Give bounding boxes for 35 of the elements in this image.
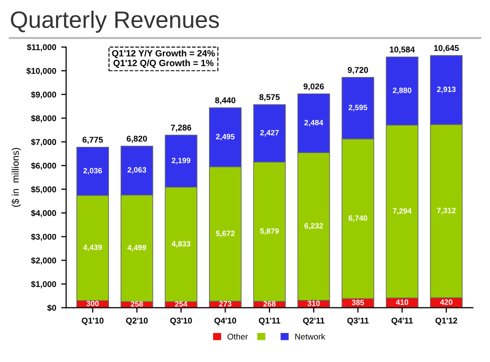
x-tick-label: Q3'11 (347, 318, 369, 326)
y-tick-label: $10,000 (26, 68, 56, 76)
legend-label: Network (295, 333, 326, 340)
total-label: 6,775 (82, 136, 103, 144)
x-tick-label: Q2'11 (303, 318, 324, 326)
annotation: Q1'12 Y/Y Growth = 24% Q1'12 Q/Q Growth = 1% (112, 50, 215, 68)
y-tick-label: $4,000 (31, 210, 56, 218)
y-tick-label: $1,000 (31, 280, 56, 288)
total-label: 10,645 (434, 45, 459, 52)
y-axis-title: ($ in millions) (12, 148, 21, 207)
x-tick-label: Q4'11 (392, 318, 413, 326)
total-label: 8,575 (259, 94, 280, 102)
total-label: 10,584 (390, 46, 415, 54)
y-tick-label: $5,000 (31, 186, 56, 194)
y-tick-label: $2,000 (31, 257, 56, 265)
y-tick-label: $11,000 (26, 44, 56, 52)
y-tick-label: $7,000 (31, 138, 56, 146)
y-tick-label: $3,000 (31, 233, 56, 241)
total-label: 6,820 (126, 136, 147, 143)
total-label: 8,440 (215, 97, 236, 104)
x-tick-label: Q1'12 (435, 318, 458, 326)
x-tick-label: Q1'10 (82, 318, 104, 326)
total-label: 9,720 (348, 66, 368, 74)
y-tick-label: $8,000 (31, 114, 56, 122)
total-label: 7,286 (171, 124, 192, 132)
x-tick-label: Q3'10 (170, 318, 192, 326)
x-tick-label: Q4'10 (214, 318, 236, 326)
chart-title: Quarterly Revenues (10, 10, 219, 33)
x-tick-label: Q2'10 (126, 318, 148, 326)
x-tick-label: Q1'11 (258, 318, 280, 326)
y-tick-label: $6,000 (31, 162, 56, 170)
y-tick-label: $0 (47, 304, 56, 312)
legend-label: Other (228, 333, 248, 340)
y-tick-label: $9,000 (31, 91, 56, 99)
total-label: 9,026 (304, 83, 324, 91)
